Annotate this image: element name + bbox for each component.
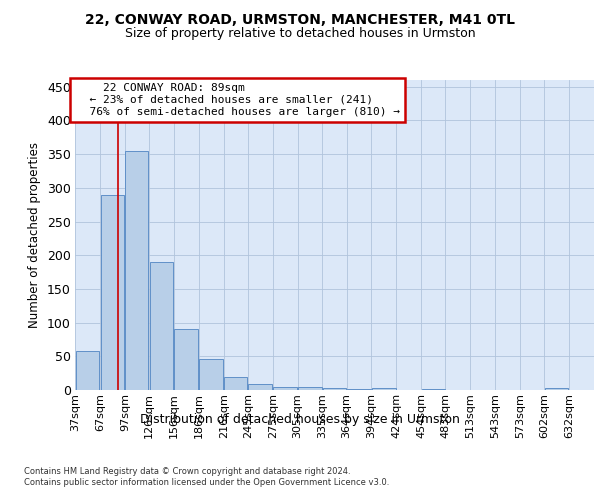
Text: Distribution of detached houses by size in Urmston: Distribution of detached houses by size … [140, 412, 460, 426]
Bar [248, 384, 272, 390]
Bar [101, 194, 124, 390]
Text: Size of property relative to detached houses in Urmston: Size of property relative to detached ho… [125, 28, 475, 40]
Text: Contains HM Land Registry data © Crown copyright and database right 2024.
Contai: Contains HM Land Registry data © Crown c… [24, 468, 389, 487]
Bar [149, 262, 173, 390]
Bar [125, 151, 148, 390]
Text: 22, CONWAY ROAD, URMSTON, MANCHESTER, M41 0TL: 22, CONWAY ROAD, URMSTON, MANCHESTER, M4… [85, 12, 515, 26]
Bar [323, 388, 346, 390]
Bar [175, 330, 198, 390]
Bar [545, 388, 568, 390]
Bar [273, 386, 297, 390]
Bar [76, 351, 99, 390]
Y-axis label: Number of detached properties: Number of detached properties [28, 142, 41, 328]
Bar [224, 377, 247, 390]
Text: 22 CONWAY ROAD: 89sqm
  ← 23% of detached houses are smaller (241)
  76% of semi: 22 CONWAY ROAD: 89sqm ← 23% of detached … [76, 84, 400, 116]
Bar [298, 388, 322, 390]
Bar [199, 359, 223, 390]
Bar [372, 388, 396, 390]
